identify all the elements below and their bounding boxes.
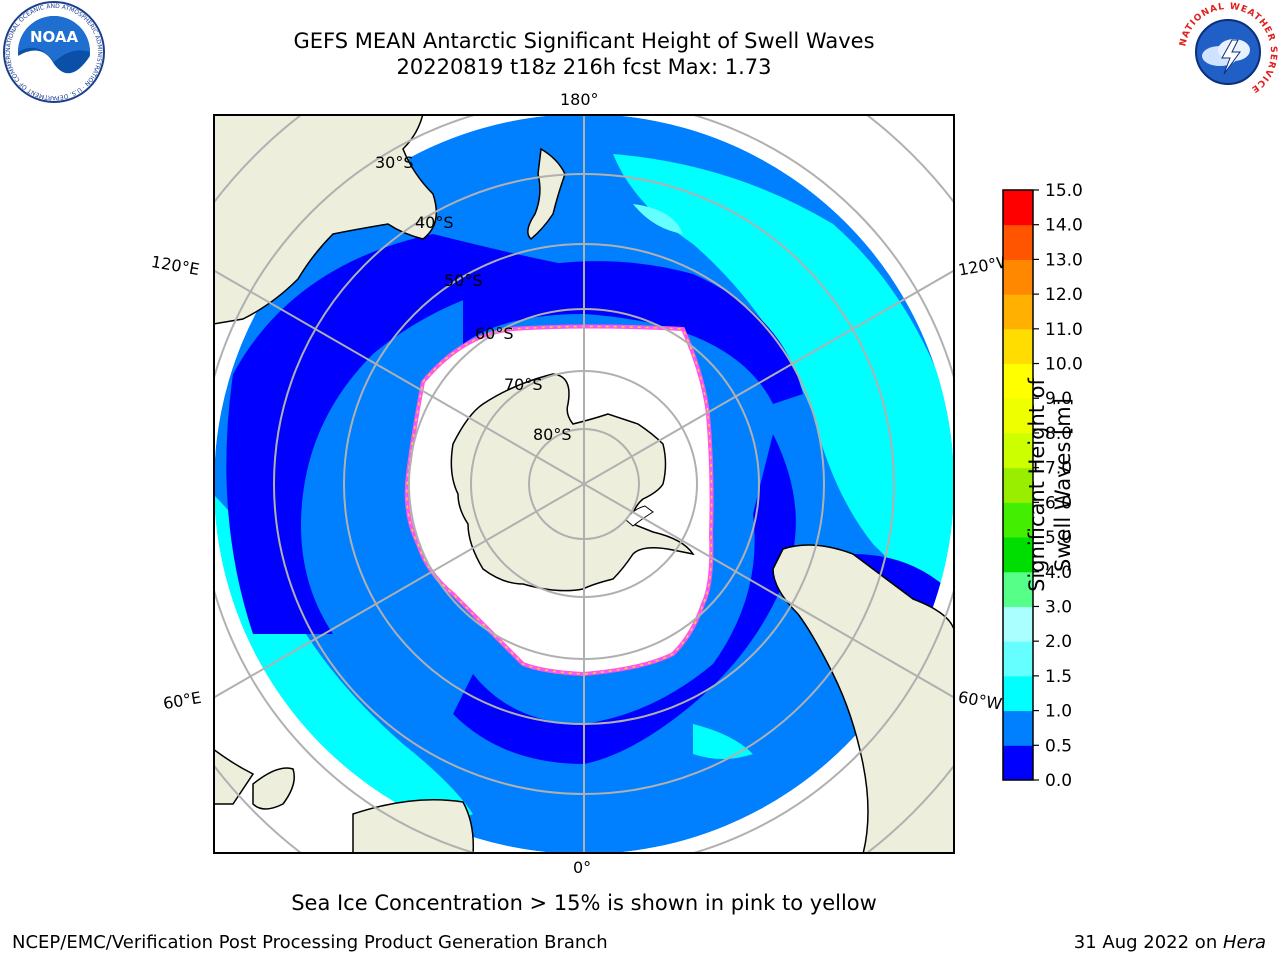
colorbar-tick-label: 15.0 <box>1045 181 1083 201</box>
swell-belt-north <box>463 261 803 404</box>
colorbar-segment <box>1003 606 1033 642</box>
meridian-60e-120w <box>214 269 954 699</box>
swell-belt-west <box>226 234 564 634</box>
new-zealand <box>527 147 566 240</box>
map-panel: 30°S 40°S 50°S 60°S 70°S 80°S <box>213 114 955 854</box>
colorbar-outline <box>1002 189 1034 781</box>
colorbar-tick-label: 2.0 <box>1045 632 1072 652</box>
australia <box>214 115 438 325</box>
map-border <box>213 114 955 854</box>
noaa-logo: NATIONAL OCEANIC AND ATMOSPHERIC ADMINIS… <box>0 0 106 104</box>
madagascar <box>252 767 295 810</box>
colorbar-tick-label: 13.0 <box>1045 250 1083 270</box>
colorbar-label: Significant Height of Swell Waves [m] <box>1025 378 1075 592</box>
colorbar-segment <box>1003 363 1033 399</box>
south-america <box>772 544 954 853</box>
colorbar-segment <box>1003 745 1033 781</box>
footer-date: 31 Aug 2022 on Hera <box>1074 932 1266 953</box>
colorbar-tick-label: 7.0 <box>1045 459 1072 479</box>
colorbar-segment <box>1003 710 1033 746</box>
sea-ice-note: Sea Ice Concentration > 15% is shown in … <box>291 891 877 915</box>
colorbar-segment <box>1003 537 1033 573</box>
colorbar-segment <box>1003 432 1033 469</box>
colorbar-tick-label: 11.0 <box>1045 320 1083 340</box>
lat-label-60s: 60°S <box>475 324 514 343</box>
footer-date-text: 31 Aug 2022 on <box>1073 932 1223 953</box>
swell-patch-pacific <box>613 154 953 614</box>
colorbar-segment <box>1003 190 1033 226</box>
graticule <box>214 115 954 853</box>
colorbar-segment <box>1003 328 1033 365</box>
meridian-label-60e: 60°E <box>161 687 203 714</box>
colorbar-segment <box>1003 467 1033 503</box>
meridian-label-180: 180° <box>560 90 599 109</box>
colorbar-segment <box>1003 294 1033 330</box>
sea-ice-edge-yellow <box>406 325 713 675</box>
colorbar-segment <box>1003 571 1033 607</box>
lat-label-70s: 70°S <box>504 375 543 394</box>
colorbar-tick-label: 4.0 <box>1045 563 1072 583</box>
meridian-label-0: 0° <box>573 858 592 877</box>
colorbar-segment <box>1003 675 1033 712</box>
colorbar-segment <box>1003 224 1033 260</box>
noaa-wordmark: NOAA <box>30 28 79 46</box>
colorbar-tick-label: 14.0 <box>1045 216 1083 236</box>
chart-title: GEFS MEAN Antarctic Significant Height o… <box>293 29 875 53</box>
colorbar-segment <box>1003 502 1033 538</box>
polar-map: 30°S 40°S 50°S 60°S 70°S 80°S <box>213 114 955 854</box>
colorbar-tick-label: 12.0 <box>1045 285 1083 305</box>
colorbar-tick-label: 1.5 <box>1045 667 1072 687</box>
colorbar-segment <box>1003 398 1033 434</box>
lat-label-80s: 80°S <box>533 425 572 444</box>
chart-subtitle: 20220819 t18z 216h fcst Max: 1.73 <box>396 55 772 79</box>
swell-patch-1.5-2.0 <box>633 204 683 234</box>
footer-host: Hera <box>1222 932 1266 953</box>
lat-label-30s: 30°S <box>375 153 414 172</box>
nws-logo: NATIONAL WEATHER SERVICE <box>1176 0 1280 104</box>
colorbar-tick-label: 6.0 <box>1045 493 1072 513</box>
lat-label-50s: 50°S <box>444 271 483 290</box>
colorbar-segment <box>1003 641 1033 677</box>
colorbar-segment <box>1003 259 1033 295</box>
colorbar-tick-label: 10.0 <box>1045 355 1083 375</box>
lat-label-40s: 40°S <box>415 213 454 232</box>
africa-tip <box>214 748 255 805</box>
footer-credit: NCEP/EMC/Verification Post Processing Pr… <box>12 932 608 953</box>
swell-belt-south <box>453 434 796 764</box>
colorbar-tick-label: 1.0 <box>1045 702 1072 722</box>
colorbar-tick-label: 0.5 <box>1045 736 1072 756</box>
colorbar-tick-label: 5.0 <box>1045 528 1072 548</box>
colorbar-tick-label: 0.0 <box>1045 771 1072 790</box>
meridian-label-120e: 120°E <box>149 251 201 280</box>
colorbar: 0.0 0.5 1.0 1.5 2.0 3.0 4.0 5.0 6.0 7.0 8.0 9.0 10.0… <box>1002 181 1083 790</box>
colorbar-tick-label: 9.0 <box>1045 389 1072 409</box>
colorbar-tick-label: 8.0 <box>1045 424 1072 444</box>
swell-patch-atlantic <box>693 724 753 759</box>
colorbar-tick-label: 3.0 <box>1045 597 1072 617</box>
